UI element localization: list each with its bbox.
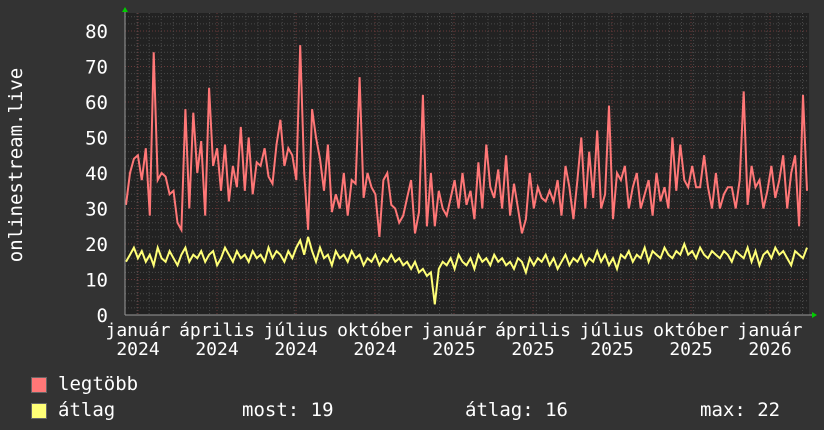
x-tick-label: április 2025	[495, 320, 571, 360]
axes	[122, 7, 817, 318]
series-line-atlag	[125, 236, 808, 305]
x-tick-label: április 2024	[179, 320, 255, 360]
y-tick-label: 10	[85, 270, 108, 292]
legend-swatch-atlag	[31, 403, 47, 419]
x-tick-label: január 2026	[737, 320, 802, 360]
x-tick-label: január 2025	[421, 320, 486, 360]
legend-swatch-legtobb	[31, 377, 47, 393]
y-tick-label: 20	[85, 234, 108, 256]
stat-max: max: 22	[700, 399, 781, 421]
y-tick-label: 50	[85, 128, 108, 150]
y-axis-arrow-icon	[122, 7, 128, 12]
stat-most: most: 19	[242, 399, 334, 421]
stat-atlag: átlag: 16	[465, 399, 568, 421]
y-tick-label: 30	[85, 199, 108, 221]
y-tick-label: 40	[85, 163, 108, 185]
x-tick-label: október 2024	[337, 320, 413, 360]
legend-label-atlag: átlag	[58, 399, 116, 421]
legend-label-legtobb: legtöbb	[58, 373, 139, 395]
y-tick-labels: 0 10 20 30 40 50 60 70 80	[85, 21, 108, 327]
series-lines	[125, 45, 808, 305]
x-tick-label: július 2025	[579, 320, 644, 360]
x-tick-label: január 2024	[105, 320, 170, 360]
y-tick-label: 70	[85, 57, 108, 79]
x-tick-label: október 2025	[653, 320, 729, 360]
y-tick-label: 80	[85, 21, 108, 43]
y-tick-label: 0	[97, 305, 108, 327]
series-line-legtobb	[125, 45, 808, 237]
x-tick-label: július 2024	[263, 320, 328, 360]
plot-background	[125, 13, 809, 315]
grid	[125, 13, 809, 315]
y-tick-label: 60	[85, 92, 108, 114]
y-axis-title: onlinestream.live	[5, 68, 27, 262]
x-axis-arrow-icon	[812, 312, 817, 318]
